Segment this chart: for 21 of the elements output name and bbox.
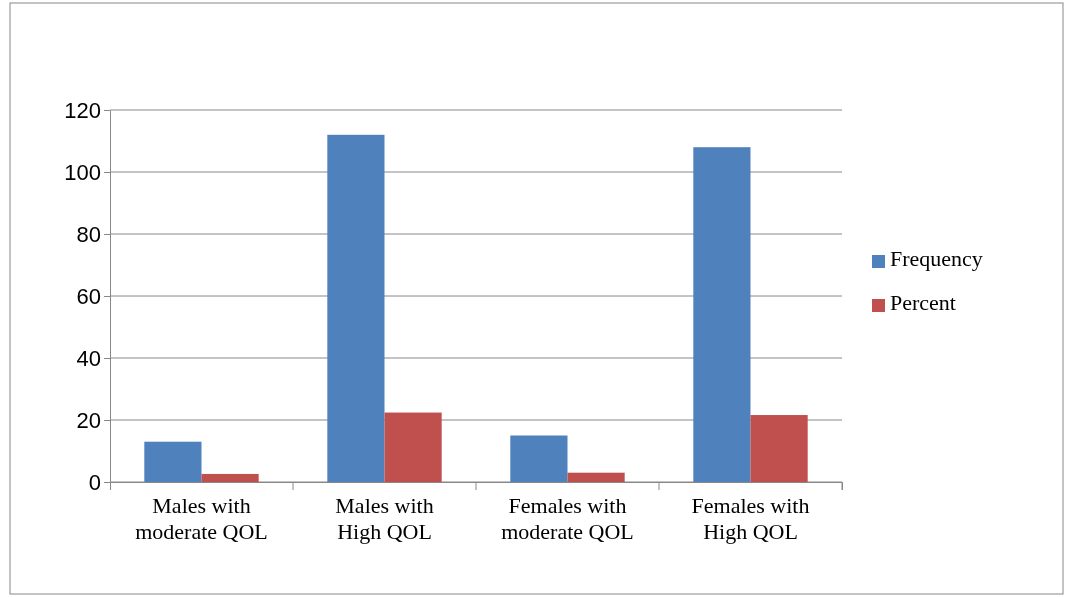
bar [693, 147, 751, 482]
y-tick-label: 60 [76, 283, 101, 309]
y-tick-label: 40 [76, 345, 101, 371]
legend-label: Percent [890, 290, 956, 315]
y-tick-label: 20 [76, 407, 101, 433]
x-tick-label: Males with High QOL [335, 492, 434, 545]
bar [144, 441, 202, 482]
y-tick-label: 0 [88, 469, 101, 495]
x-tick-label: Males with moderate QOL [135, 492, 268, 545]
x-tick-label: Females with moderate QOL [501, 492, 634, 545]
bar [510, 435, 568, 482]
bar [384, 412, 442, 482]
legend-label: Frequency [890, 246, 983, 271]
bar [750, 415, 808, 482]
x-tick-label: Females with High QOL [691, 492, 810, 545]
y-tick-label: 120 [64, 97, 101, 123]
y-tick-label: 100 [64, 159, 101, 185]
bar [201, 473, 259, 482]
bar [567, 472, 625, 482]
bar [327, 134, 385, 482]
y-tick-label: 80 [76, 221, 101, 247]
